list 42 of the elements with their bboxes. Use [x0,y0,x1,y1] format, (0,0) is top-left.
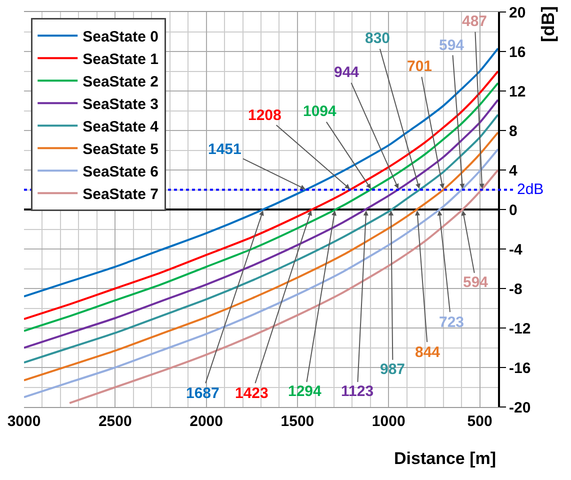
legend-label: SeaState 2 [82,74,158,91]
y-axis-title: [dB] [538,6,558,42]
annotation: 594 [439,37,465,54]
y-tick-label: -20 [509,399,531,416]
y-tick-label: -12 [509,320,531,338]
annotation: 1094 [303,103,338,120]
annotation: 844 [415,344,441,361]
y-tick-label: -16 [509,360,531,377]
ref-line-label: 2dB [517,181,544,198]
y-tick-label: 4 [509,162,518,180]
y-tick-label: 16 [509,44,526,61]
legend-label: SeaState 0 [82,28,158,46]
annotation: 1294 [288,383,322,400]
annotation: 1687 [186,385,220,402]
y-tick-label: 0 [509,202,518,219]
annotation: 1423 [235,385,268,402]
annotation: 1208 [248,107,282,124]
legend-label: SeaState 3 [82,96,158,114]
y-tick-label: 8 [509,122,518,140]
annotation: 987 [380,361,406,378]
x-tick-label: 1000 [372,413,406,430]
x-tick-label: 2000 [190,413,223,430]
x-tick-label: 500 [467,413,492,430]
annotation: 944 [334,64,360,81]
y-tick-label: -4 [509,241,523,258]
annotation: 701 [407,58,432,75]
legend-label: SeaState 5 [82,141,158,158]
x-tick-label: 2500 [98,413,132,430]
y-tick-label: -8 [509,280,522,298]
x-tick-label: 1500 [280,413,314,430]
x-axis-title: Distance [m] [394,449,496,468]
annotation: 1451 [208,141,242,158]
legend-label: SeaState 4 [82,118,160,136]
legend-label: SeaState 7 [82,186,158,204]
legend-label: SeaState 6 [82,164,158,181]
y-tick-label: 12 [509,83,526,100]
annotation: 830 [365,30,390,47]
annotation: 1123 [341,383,374,400]
x-tick-label: 3000 [7,413,41,430]
annotation: 723 [439,314,464,331]
legend-label: SeaState 1 [82,51,158,68]
y-tick-label: 20 [509,4,526,22]
